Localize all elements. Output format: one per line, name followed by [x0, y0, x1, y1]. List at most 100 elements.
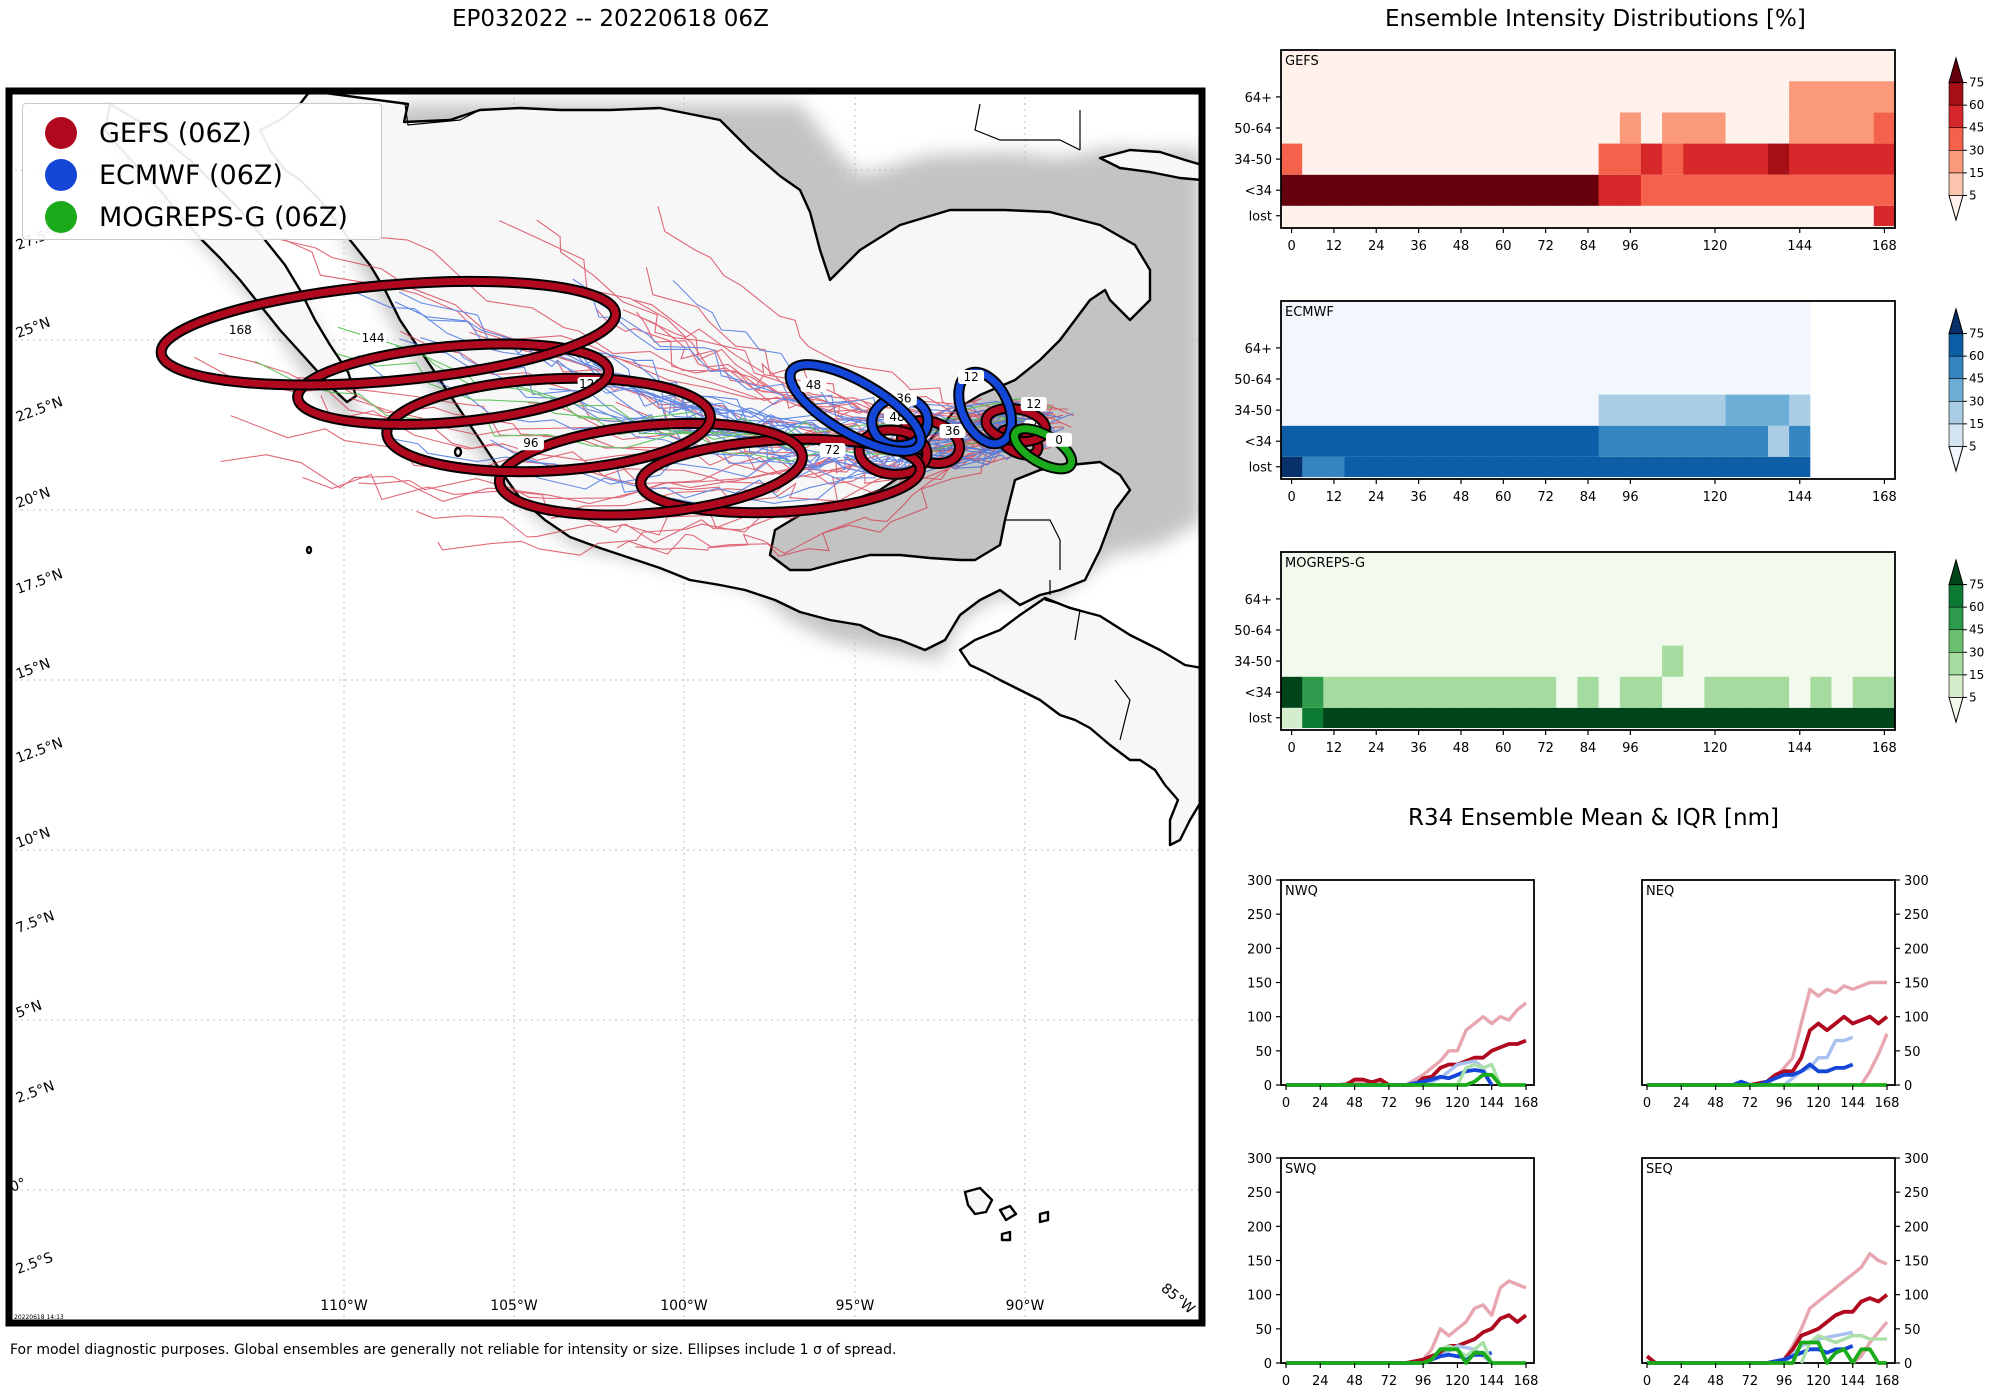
heatmap-cell — [1725, 394, 1748, 426]
heatmap-cell — [1302, 583, 1324, 615]
y-tick-label: 64+ — [1245, 91, 1272, 106]
heatmap-cell — [1281, 645, 1303, 677]
legend-item-gefs: GEFS (06Z) — [45, 115, 252, 151]
ellipse-label-bg — [1020, 397, 1047, 411]
ellipse-label-bg — [360, 331, 387, 346]
ensemble-track-line — [391, 419, 1046, 485]
heatmap-cell — [1386, 174, 1409, 206]
heatmap-cell — [1344, 425, 1367, 457]
heatmap-cell — [1746, 425, 1769, 457]
heatmap-cell — [1873, 174, 1896, 206]
heatmap-cell — [1386, 112, 1409, 144]
heatmap-cell — [1471, 583, 1494, 615]
heatmap-cell — [1323, 205, 1346, 226]
y-tick-label: 0 — [1904, 1357, 1912, 1372]
colorbar-segment — [1948, 127, 1964, 151]
heatmap-cell — [1344, 174, 1367, 206]
heatmap-cell — [1810, 583, 1833, 615]
heatmap-cell — [1683, 81, 1706, 113]
heatmap-cell — [1789, 456, 1811, 477]
y-tick-label: 50 — [1904, 1323, 1921, 1338]
heatmap-cell — [1535, 645, 1557, 677]
heatmap-cell — [1535, 143, 1557, 175]
heatmap-cell — [1619, 81, 1642, 113]
heatmap-cell — [1471, 645, 1494, 677]
heatmap-cell — [1768, 614, 1790, 646]
y-tick-label: 250 — [1247, 908, 1272, 923]
x-tick-label: 24 — [1673, 1096, 1690, 1111]
heatmap-cell — [1344, 676, 1367, 708]
gefs-iqr-upper-line — [1286, 1001, 1528, 1087]
heatmap-cell — [1535, 205, 1557, 226]
heatmap-cell — [1789, 332, 1811, 364]
colorbar-segment — [1948, 400, 1964, 425]
y-tick-label: 50 — [1255, 1323, 1272, 1338]
heatmap-cell — [1429, 676, 1451, 708]
x-tick-label: 12 — [1326, 741, 1343, 756]
heatmap-cell — [1365, 174, 1388, 206]
legend-label: GEFS (06Z) — [99, 117, 252, 149]
heatmap-cell — [1408, 332, 1430, 364]
ellipse-hour-label: 0 — [1055, 433, 1063, 447]
map-title: EP032022 -- 20220618 06Z — [452, 6, 769, 32]
heatmap-cell — [1450, 112, 1473, 144]
heatmap-cell — [1281, 394, 1303, 426]
heatmap-cell — [1386, 363, 1409, 395]
x-tick-label: 24 — [1368, 239, 1385, 254]
heatmap-cell — [1598, 614, 1621, 646]
gefs-ellipse-144 — [292, 338, 615, 430]
heatmap-cell — [1344, 363, 1367, 395]
heatmap-cell — [1492, 81, 1515, 113]
x-tick-label: 60 — [1495, 490, 1512, 505]
x-tick-label: 120 — [1703, 239, 1728, 254]
heatmap-cell — [1492, 332, 1515, 364]
heatmap-cell — [1725, 456, 1748, 477]
heatmap-cell — [1386, 332, 1409, 364]
ecmwf-mean-line — [1647, 1344, 1854, 1365]
x-tick-label: 24 — [1368, 741, 1385, 756]
heatmap-cell — [1365, 583, 1388, 615]
heatmap-cell — [1556, 583, 1578, 615]
heatmap-cell — [1640, 332, 1663, 364]
heatmap-cell — [1640, 205, 1663, 226]
heatmap-cell — [1513, 425, 1536, 457]
heatmap-cell — [1810, 143, 1833, 175]
heatmap-cell — [1471, 707, 1494, 728]
mogreps-g-iqr-upper-line — [1455, 1062, 1502, 1086]
gefs-iqr-upper-line — [1647, 980, 1887, 1087]
heatmap-cell — [1344, 583, 1367, 615]
heatmap-cell — [1408, 205, 1430, 226]
heatmap-cell — [1386, 676, 1409, 708]
heatmap-cell — [1683, 174, 1706, 206]
heatmap-cell — [1640, 143, 1663, 175]
heatmap-cell — [1768, 645, 1790, 677]
colorbar-segment — [1948, 445, 1964, 473]
heatmap-cell — [1704, 332, 1727, 364]
heatmap-cell — [1408, 676, 1430, 708]
y-tick-label: lost — [1249, 712, 1272, 727]
heatmap-cell — [1725, 363, 1748, 395]
heatmap-cell — [1450, 425, 1473, 457]
heatmap-cell — [1323, 614, 1346, 646]
ellipse-label-bg — [958, 370, 985, 384]
heatmap-cell — [1746, 112, 1769, 144]
heatmap-cell — [1344, 81, 1367, 113]
heatmap-cell — [1577, 332, 1600, 364]
heatmap-cell — [1683, 363, 1706, 395]
colorbar-segment — [1948, 56, 1964, 84]
heatmap-cell — [1662, 425, 1684, 457]
x-tick-label: 72 — [1537, 239, 1554, 254]
heatmap-cell — [1725, 614, 1748, 646]
heatmap-cell — [1302, 645, 1324, 677]
x-tick-label: 144 — [1787, 490, 1812, 505]
heatmap-cell — [1577, 425, 1600, 457]
lon-label: 105°W — [490, 1298, 538, 1314]
heatmap-cell — [1704, 614, 1727, 646]
colorbar-tick-label: 5 — [1969, 188, 1977, 202]
heatmap-cell — [1365, 614, 1388, 646]
x-tick-label: 144 — [1479, 1374, 1504, 1389]
heatmap-cell — [1535, 676, 1557, 708]
ecmwf-iqr-upper-line — [1422, 1344, 1493, 1365]
heatmap-cell — [1513, 676, 1536, 708]
heatmap-cell — [1535, 112, 1557, 144]
